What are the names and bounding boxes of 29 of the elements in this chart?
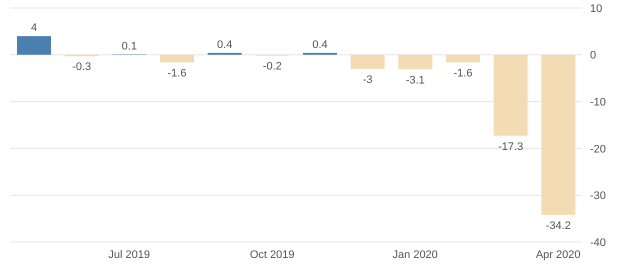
bar: [398, 54, 432, 70]
y-tick-label: -30: [590, 190, 606, 202]
x-tick-label: Jan 2020: [392, 248, 438, 261]
bar: [160, 54, 194, 62]
data-label: -3.1: [406, 74, 425, 86]
data-label: -17.3: [498, 140, 524, 153]
y-tick-label: 0: [590, 50, 596, 62]
data-label: -1.6: [168, 67, 186, 80]
bar: [446, 54, 480, 62]
y-tick-label: -40: [590, 236, 606, 249]
bar: [541, 54, 576, 215]
data-label: -0.2: [262, 60, 282, 73]
data-label: 0.1: [122, 40, 137, 52]
x-tick-label: Apr 2020: [536, 248, 580, 261]
data-label: -1.6: [454, 67, 472, 80]
data-label: 4: [30, 22, 38, 34]
data-label: 0.4: [312, 38, 328, 51]
data-label: -3: [362, 74, 373, 86]
y-tick-label: -20: [590, 143, 606, 156]
data-label: -0.3: [72, 61, 92, 74]
bar: [494, 54, 528, 136]
x-tick-label: Oct 2019: [250, 248, 294, 261]
bar: [350, 54, 385, 69]
data-label: -34.2: [546, 220, 571, 232]
y-tick-label: 10: [590, 2, 602, 15]
y-tick-label: -10: [590, 96, 606, 109]
bar: [17, 36, 51, 55]
x-tick-label: Jul 2019: [108, 248, 150, 261]
data-label: 0.4: [217, 38, 232, 51]
